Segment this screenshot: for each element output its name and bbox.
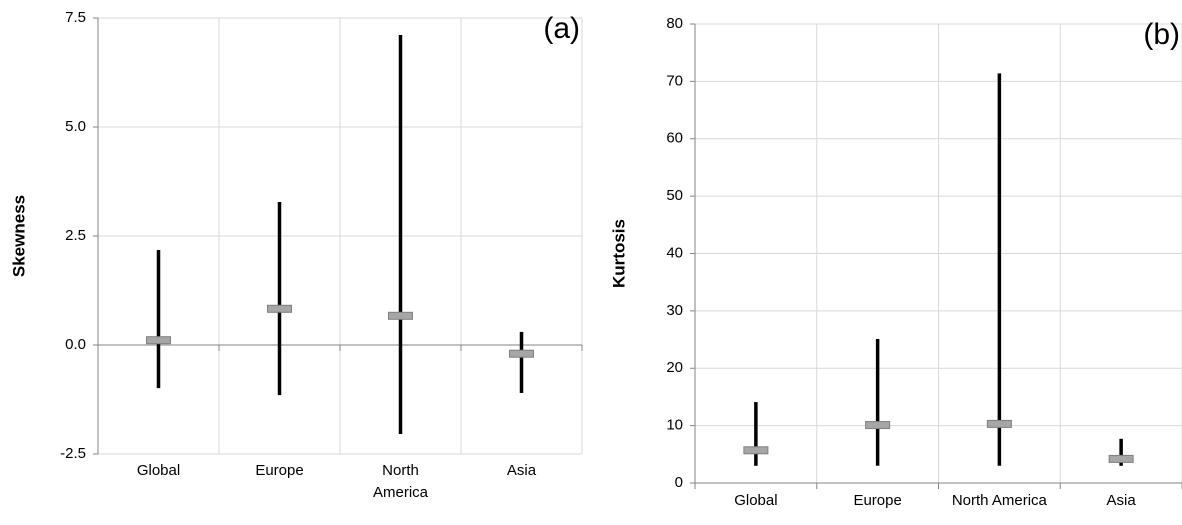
- y-tick-label: 2.5: [65, 227, 86, 244]
- x-tick-label: Europe: [255, 462, 304, 479]
- mean-marker: [146, 336, 171, 345]
- y-tick-label: 70: [666, 72, 683, 89]
- mean-marker: [743, 446, 769, 455]
- mean-marker: [986, 419, 1012, 428]
- y-tick-label: 7.5: [65, 9, 86, 26]
- y-tick-label: 0: [675, 474, 683, 491]
- x-tick-label: Global: [136, 462, 181, 479]
- mean-marker: [388, 311, 413, 320]
- mean-marker: [509, 349, 534, 358]
- y-tick-label: 20: [666, 359, 683, 376]
- x-tick-label: Asia: [506, 462, 537, 479]
- panel-label: (b): [1143, 18, 1180, 51]
- y-tick-label: 50: [666, 187, 683, 204]
- y-tick-label: 0.0: [65, 336, 86, 353]
- x-tick-label: Europe: [853, 492, 902, 509]
- y-tick-label: 5.0: [65, 118, 86, 135]
- y-tick-label: -2.5: [60, 445, 86, 462]
- y-tick-label: 40: [666, 244, 683, 261]
- y-tick-label: 60: [666, 130, 683, 147]
- y-axis-label: Skewness: [9, 195, 28, 277]
- x-tick-label: North America: [372, 462, 428, 501]
- mean-marker: [267, 304, 292, 313]
- mean-marker: [1108, 454, 1134, 463]
- x-tick-label: Global: [734, 492, 778, 509]
- y-tick-label: 80: [666, 15, 683, 32]
- x-tick-label: Asia: [1106, 492, 1136, 509]
- x-tick-label: North America: [951, 492, 1047, 509]
- y-tick-label: 10: [666, 417, 683, 434]
- y-axis-label: Kurtosis: [609, 219, 628, 288]
- panel-label: (a): [543, 12, 580, 45]
- y-tick-label: 30: [666, 302, 683, 319]
- mean-marker: [865, 421, 891, 430]
